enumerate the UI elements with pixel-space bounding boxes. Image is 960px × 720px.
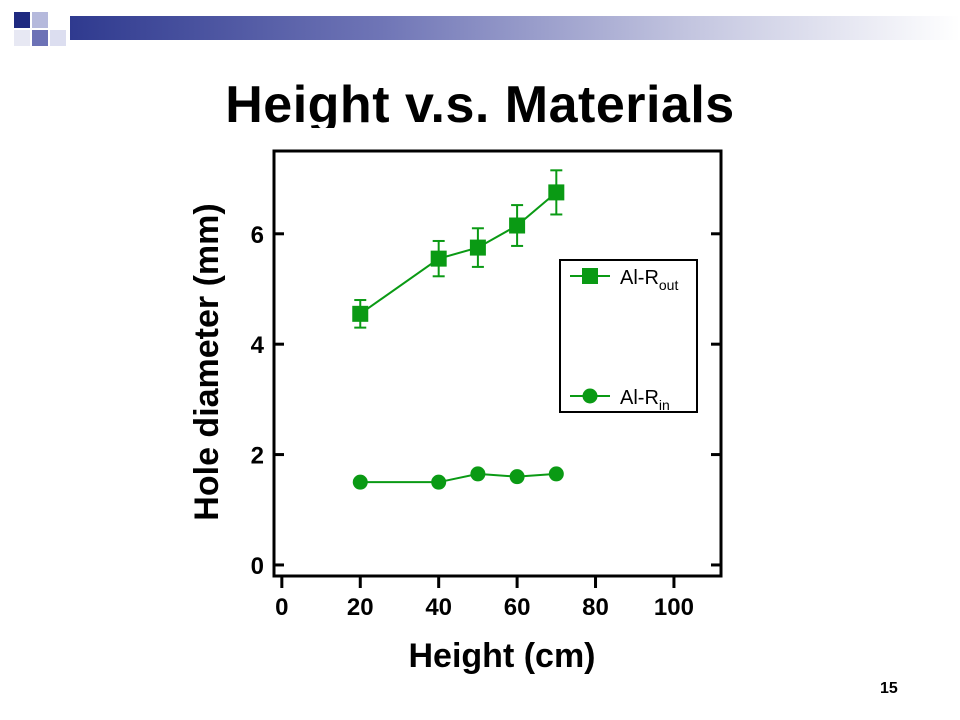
x-tick-label: 40 <box>425 594 452 621</box>
data-point-square <box>430 250 447 267</box>
x-tick-label: 80 <box>582 594 609 621</box>
page-number: 15 <box>880 680 898 697</box>
data-point-circle <box>548 466 564 482</box>
data-point-square <box>548 184 565 201</box>
plot-area: 0 20 40 60 80 100 0 2 4 6 Al-Rout Al-Rin <box>251 149 723 621</box>
data-point-circle <box>509 469 525 485</box>
x-tick-label: 60 <box>504 594 531 621</box>
series-line <box>359 191 557 315</box>
plot-frame <box>272 149 723 578</box>
data-point-square <box>469 239 486 256</box>
data-point-square <box>509 217 526 234</box>
data-point-circle <box>470 466 486 482</box>
x-axis-label: Height (cm) <box>409 637 596 675</box>
header-square-1 <box>14 12 30 28</box>
header-square-2 <box>32 12 48 28</box>
series-line <box>360 472 557 484</box>
legend-label: Al-Rout <box>620 267 678 293</box>
header-gradient-bar <box>70 16 960 40</box>
slide-header-decoration <box>0 0 960 60</box>
legend-label: Al-Rin <box>620 387 670 413</box>
data-point-square <box>352 305 369 322</box>
legend-box <box>559 259 698 413</box>
y-tick-label: 0 <box>251 553 264 580</box>
legend-marker-square <box>582 268 598 284</box>
data-point-circle <box>431 474 447 490</box>
x-tick-label: 20 <box>347 594 374 621</box>
data-point-circle <box>352 474 368 490</box>
x-tick-label: 0 <box>275 594 288 621</box>
header-square-4 <box>50 30 66 46</box>
y-axis-label: Hole diameter (mm) <box>188 203 226 520</box>
legend-marker-circle <box>582 388 598 404</box>
y-tick-label: 2 <box>251 443 264 470</box>
header-square-3 <box>32 30 48 46</box>
slide-title: Height v.s. Materials <box>225 76 735 128</box>
y-tick-label: 4 <box>251 332 265 359</box>
x-tick-label: 100 <box>654 594 694 621</box>
y-tick-label: 6 <box>251 222 264 249</box>
header-square-5 <box>14 30 30 46</box>
